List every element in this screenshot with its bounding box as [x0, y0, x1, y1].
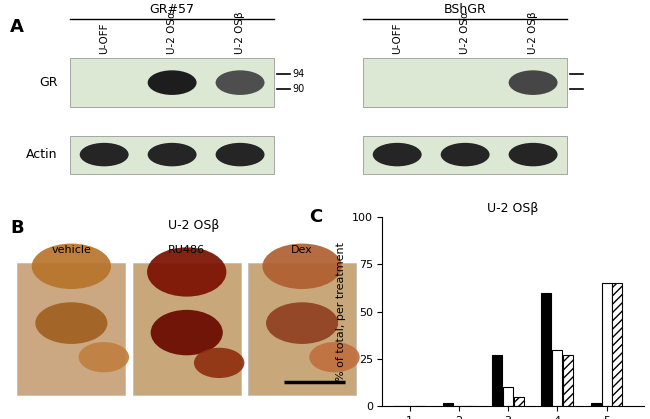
Text: vehicle: vehicle [51, 245, 91, 255]
Ellipse shape [509, 143, 558, 166]
Bar [591, 403, 601, 406]
Text: U-2 OSα: U-2 OSα [460, 11, 470, 54]
Text: U-OFF: U-OFF [392, 23, 402, 54]
Bar [602, 283, 612, 406]
Ellipse shape [151, 310, 223, 355]
Bar [363, 136, 567, 173]
Ellipse shape [509, 70, 558, 95]
Ellipse shape [148, 143, 196, 166]
Bar [563, 355, 573, 406]
Ellipse shape [309, 342, 359, 372]
Bar [70, 58, 274, 107]
Text: 90: 90 [292, 83, 304, 93]
Bar [18, 263, 125, 395]
Text: Dex: Dex [291, 245, 313, 255]
Bar [503, 388, 513, 406]
Text: 94: 94 [292, 69, 304, 79]
Text: U-2 OSβ: U-2 OSβ [528, 12, 538, 54]
Ellipse shape [79, 342, 129, 372]
Title: U-2 OSβ: U-2 OSβ [488, 202, 539, 215]
Y-axis label: % of total, per treatment: % of total, per treatment [336, 242, 346, 381]
Bar [443, 403, 453, 406]
Ellipse shape [266, 302, 338, 344]
Text: B: B [10, 219, 24, 237]
Bar [514, 397, 524, 406]
Bar [552, 349, 562, 406]
Bar [133, 263, 240, 395]
Text: RU486: RU486 [168, 245, 205, 255]
Text: U-2 OSα: U-2 OSα [167, 11, 177, 54]
Ellipse shape [216, 70, 265, 95]
Ellipse shape [32, 243, 111, 289]
Ellipse shape [35, 302, 107, 344]
Bar [541, 293, 551, 406]
Text: Actin: Actin [26, 148, 57, 161]
Text: A: A [10, 18, 23, 36]
Bar [70, 136, 274, 173]
Ellipse shape [147, 247, 226, 297]
Text: GR: GR [39, 76, 57, 89]
Ellipse shape [80, 143, 129, 166]
Text: GR#57: GR#57 [150, 3, 194, 16]
Bar [612, 283, 623, 406]
Ellipse shape [194, 348, 244, 378]
Text: U-2 OSβ: U-2 OSβ [235, 12, 245, 54]
Bar [248, 263, 356, 395]
Bar [363, 58, 567, 107]
Text: BShGR: BShGR [444, 3, 486, 16]
Ellipse shape [148, 70, 196, 95]
Ellipse shape [372, 143, 422, 166]
Ellipse shape [216, 143, 265, 166]
Ellipse shape [263, 243, 342, 289]
Text: C: C [309, 207, 322, 225]
Text: U-OFF: U-OFF [99, 23, 109, 54]
Text: U-2 OSβ: U-2 OSβ [168, 219, 220, 232]
Bar [492, 355, 502, 406]
Ellipse shape [441, 143, 489, 166]
